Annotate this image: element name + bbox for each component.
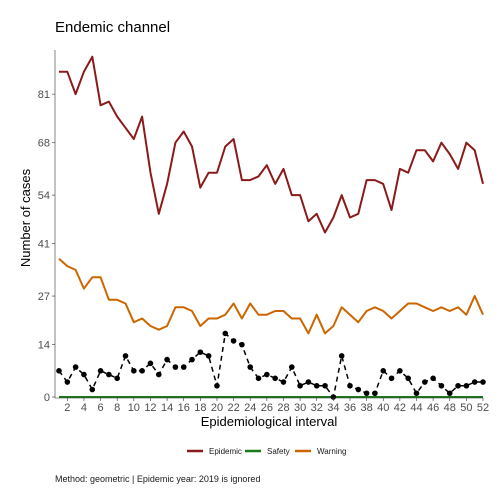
- cases-point: [388, 375, 395, 382]
- y-tick-label: 81: [38, 89, 50, 101]
- legend: Epidemic Safety Warning: [187, 447, 347, 456]
- cases-point: [338, 353, 345, 359]
- cases-point: [405, 375, 411, 382]
- cases-point: [305, 379, 312, 385]
- x-tick-label: 20: [211, 402, 223, 414]
- cases-point: [380, 368, 387, 374]
- x-tick-label: 42: [394, 402, 406, 414]
- x-tick-label: 2: [64, 402, 70, 414]
- cases-point: [122, 353, 129, 359]
- cases-point: [114, 375, 120, 382]
- x-tick-label: 30: [294, 402, 306, 414]
- cases-point: [446, 390, 453, 397]
- cases-point: [197, 349, 204, 355]
- x-tick-label: 46: [427, 402, 439, 414]
- x-tick-label: 28: [277, 402, 289, 414]
- cases-point: [139, 368, 145, 374]
- cases-point: [131, 368, 137, 374]
- cases-point: [363, 390, 370, 397]
- cases-point: [372, 390, 378, 397]
- cases-point: [89, 386, 96, 393]
- cases-point: [455, 382, 461, 389]
- cases-point: [247, 364, 254, 370]
- x-tick-label: 6: [98, 402, 104, 414]
- cases-point: [430, 375, 436, 382]
- y-tick-label: 68: [38, 138, 50, 150]
- y-tick-label: 41: [38, 239, 50, 251]
- cases-point: [180, 364, 187, 370]
- plot-area: [56, 55, 486, 400]
- chart-caption: Method: geometric | Epidemic year: 2019 …: [55, 474, 260, 484]
- cases-point: [322, 382, 328, 389]
- x-tick-label: 38: [360, 402, 372, 414]
- x-tick-label: 4: [81, 402, 87, 414]
- cases-point: [480, 379, 486, 385]
- x-tick-label: 10: [128, 402, 140, 414]
- cases-point: [272, 375, 278, 382]
- y-tick-label: 54: [38, 190, 50, 202]
- x-tick-label: 18: [194, 402, 206, 414]
- cases-point: [463, 382, 470, 389]
- cases-point: [155, 371, 162, 378]
- y-axis-label: Number of cases: [18, 168, 33, 267]
- x-tick-label: 26: [261, 402, 273, 414]
- cases-point: [280, 379, 287, 385]
- cases-point: [471, 379, 478, 385]
- cases-point: [297, 382, 303, 389]
- warning-line: [58, 257, 484, 335]
- cases-point: [147, 360, 154, 367]
- legend-label-warning: Warning: [317, 447, 347, 456]
- cases-point: [189, 356, 195, 363]
- x-tick-label: 34: [327, 402, 339, 414]
- cases-point: [355, 386, 362, 393]
- cases-point: [81, 371, 87, 378]
- cases-point: [330, 394, 337, 400]
- x-tick-label: 16: [178, 402, 190, 414]
- x-tick-label: 14: [161, 402, 173, 414]
- x-tick-label: 52: [477, 402, 489, 414]
- cases-line: [58, 331, 483, 399]
- y-tick-label: 0: [44, 392, 50, 404]
- x-tick-label: 22: [227, 402, 239, 414]
- x-axis-label: Epidemiological interval: [201, 414, 338, 429]
- y-tick-label: 27: [38, 291, 50, 303]
- cases-point: [313, 382, 320, 389]
- x-tick-label: 32: [311, 402, 323, 414]
- x-tick-label: 48: [444, 402, 456, 414]
- x-tick-label: 36: [344, 402, 356, 414]
- cases-point: [222, 330, 229, 337]
- cases-point: [205, 353, 212, 359]
- cases-point: [288, 364, 295, 370]
- legend-label-safety: Safety: [267, 447, 290, 456]
- chart-title: Endemic channel: [55, 19, 170, 36]
- cases-point: [106, 371, 112, 378]
- legend-label-epidemic: Epidemic: [209, 447, 242, 456]
- cases-point: [347, 382, 353, 389]
- cases-point: [397, 368, 403, 374]
- x-tick-label: 12: [144, 402, 156, 414]
- x-tick-label: 44: [410, 402, 422, 414]
- cases-point: [413, 390, 420, 397]
- x-tick-label: 24: [244, 402, 256, 414]
- y-tick-label: 14: [38, 340, 50, 352]
- cases-point: [230, 338, 237, 344]
- cases-point: [214, 382, 220, 389]
- cases-point: [64, 379, 71, 385]
- cases-point: [422, 379, 428, 385]
- cases-point: [264, 371, 270, 378]
- cases-point: [72, 364, 79, 370]
- cases-point: [255, 375, 262, 382]
- cases-point: [438, 382, 445, 389]
- x-tick-label: 8: [114, 402, 120, 414]
- cases-point: [172, 364, 179, 370]
- cases-point: [56, 368, 62, 374]
- x-tick-label: 50: [460, 402, 472, 414]
- cases-point: [164, 356, 170, 363]
- x-tick-label: 40: [377, 402, 389, 414]
- cases-point: [239, 341, 245, 348]
- epidemic-line: [59, 55, 484, 234]
- cases-point: [97, 368, 104, 374]
